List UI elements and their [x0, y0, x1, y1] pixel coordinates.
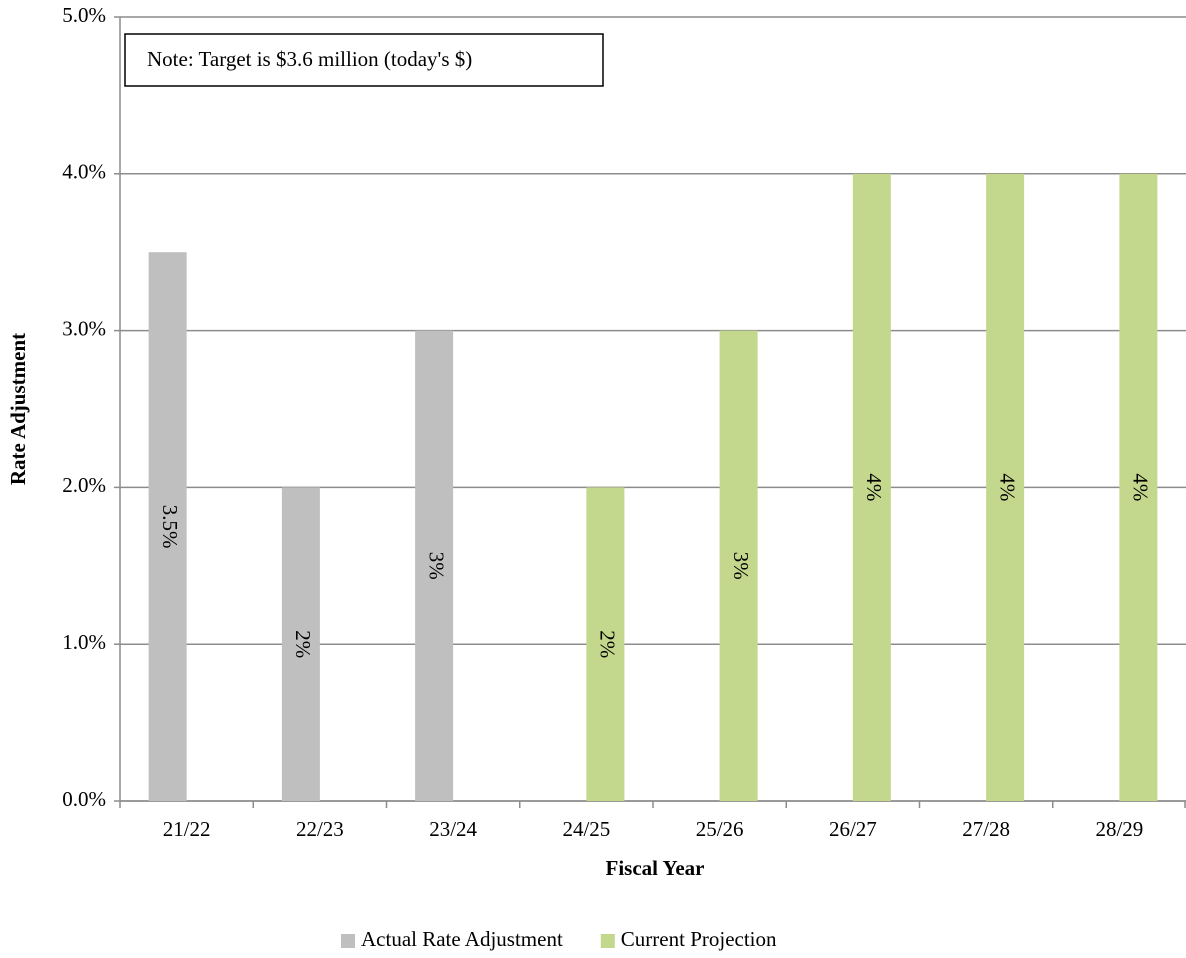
bar — [148, 252, 187, 801]
x-tick-label: 25/26 — [696, 817, 744, 841]
y-tick-label: 5.0% — [62, 3, 106, 27]
legend-swatch — [600, 934, 615, 948]
bar — [586, 487, 625, 801]
x-axis-title: Fiscal Year — [606, 856, 705, 880]
bar — [719, 330, 758, 801]
y-tick-label: 4.0% — [62, 160, 106, 184]
x-tick-label: 27/28 — [962, 817, 1010, 841]
value-label: 3% — [729, 552, 753, 580]
x-tick-label: 26/27 — [829, 817, 877, 841]
value-label: 4% — [1129, 473, 1153, 501]
value-label: 2% — [291, 630, 315, 658]
legend-label: Current Projection — [621, 927, 777, 951]
value-label: 2% — [596, 630, 620, 658]
bar — [281, 487, 320, 801]
y-axis-title: Rate Adjustment — [6, 333, 30, 485]
annotation-box — [124, 33, 604, 87]
bar — [986, 173, 1025, 802]
y-tick-label: 2.0% — [62, 473, 106, 497]
annotation: Note: Target is $3.6 million (today's $) — [147, 47, 472, 71]
legend-label: Actual Rate Adjustment — [361, 927, 563, 951]
value-label: 4% — [995, 473, 1019, 501]
legend-swatch — [341, 934, 355, 948]
bar — [852, 173, 891, 802]
y-tick-label: 3.0% — [62, 316, 106, 340]
x-tick-label: 24/25 — [562, 817, 610, 841]
value-label: 3% — [424, 552, 448, 580]
y-tick-label: 1.0% — [62, 630, 106, 654]
y-tick-label: 0.0% — [62, 787, 106, 811]
x-tick-label: 22/23 — [296, 817, 344, 841]
bar — [415, 330, 454, 801]
value-label: 3.5% — [158, 505, 182, 549]
bar — [1119, 173, 1158, 802]
value-label: 4% — [862, 473, 886, 501]
x-tick-label: 23/24 — [429, 817, 477, 841]
x-tick-label: 21/22 — [163, 817, 211, 841]
x-tick-label: 28/29 — [1095, 817, 1143, 841]
